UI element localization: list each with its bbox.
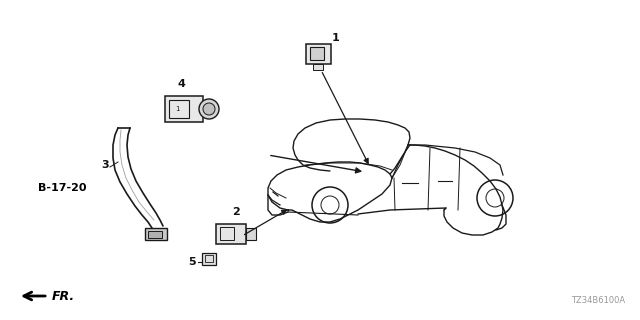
Bar [310, 47, 324, 60]
Text: 4: 4 [177, 79, 185, 89]
Text: TZ34B6100A: TZ34B6100A [571, 296, 625, 305]
Text: 1: 1 [332, 33, 340, 43]
Circle shape [199, 99, 219, 119]
Text: 1: 1 [175, 106, 179, 112]
Bar [216, 224, 246, 244]
Bar [145, 228, 167, 240]
Bar [205, 255, 213, 262]
Bar [148, 231, 162, 238]
Bar [313, 64, 323, 70]
Text: 3: 3 [101, 160, 109, 170]
Bar [169, 100, 189, 118]
Bar [220, 227, 234, 240]
Bar [165, 96, 203, 122]
Bar [202, 253, 216, 265]
Text: FR.: FR. [52, 290, 75, 302]
Bar [246, 228, 256, 240]
Text: B-17-20: B-17-20 [38, 183, 86, 193]
Text: 5: 5 [188, 257, 196, 267]
Bar [306, 44, 331, 64]
Text: 2: 2 [232, 207, 240, 217]
Circle shape [203, 103, 215, 115]
